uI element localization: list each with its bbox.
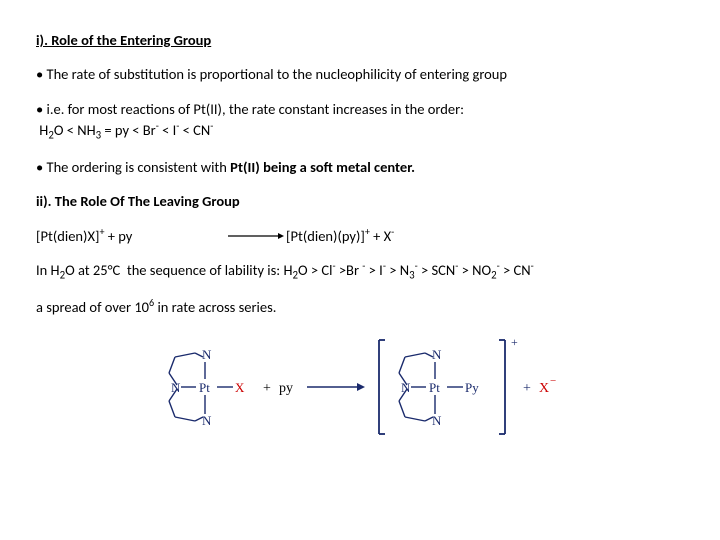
svg-text:Pt: Pt (199, 380, 210, 395)
lability-sequence: In H2O at 25°C the sequence of lability … (36, 259, 684, 283)
svg-text:Py: Py (465, 380, 479, 395)
equation-left: [Pt(dien)X]+ + py (36, 225, 226, 246)
svg-text:+: + (263, 381, 271, 396)
reaction-arrow (226, 231, 286, 241)
svg-text:N: N (202, 347, 212, 362)
svg-text:−: − (550, 375, 556, 387)
svg-text:Pt: Pt (429, 380, 440, 395)
equation-row: [Pt(dien)X]+ + py [Pt(dien)(py)]+ + X- (36, 225, 684, 246)
section-heading-2: ii). The Role Of The Leaving Group (36, 191, 684, 211)
svg-text:+: + (523, 381, 531, 396)
svg-text:X: X (235, 380, 245, 395)
svg-text:X: X (539, 381, 549, 396)
reaction-scheme-diagram: PtNXNN+pyPtNPyNN++X− (36, 332, 684, 442)
equation-right: [Pt(dien)(py)]+ + X- (286, 225, 394, 246)
svg-text:+: + (511, 335, 518, 349)
bullet-nucleophilicity: • The rate of substitution is proportion… (36, 64, 684, 84)
svg-text:N: N (432, 413, 442, 428)
svg-text:N: N (202, 413, 212, 428)
bullet-soft-metal: • The ordering is consistent with Pt(II)… (36, 157, 684, 177)
spread-note: a spread of over 106 in rate across seri… (36, 296, 684, 317)
section-heading-1: i). Role of the Entering Group (36, 30, 684, 50)
svg-text:py: py (279, 381, 293, 396)
bullet-rate-order: • i.e. for most reactions of Pt(II), the… (36, 99, 684, 143)
svg-text:N: N (432, 347, 442, 362)
